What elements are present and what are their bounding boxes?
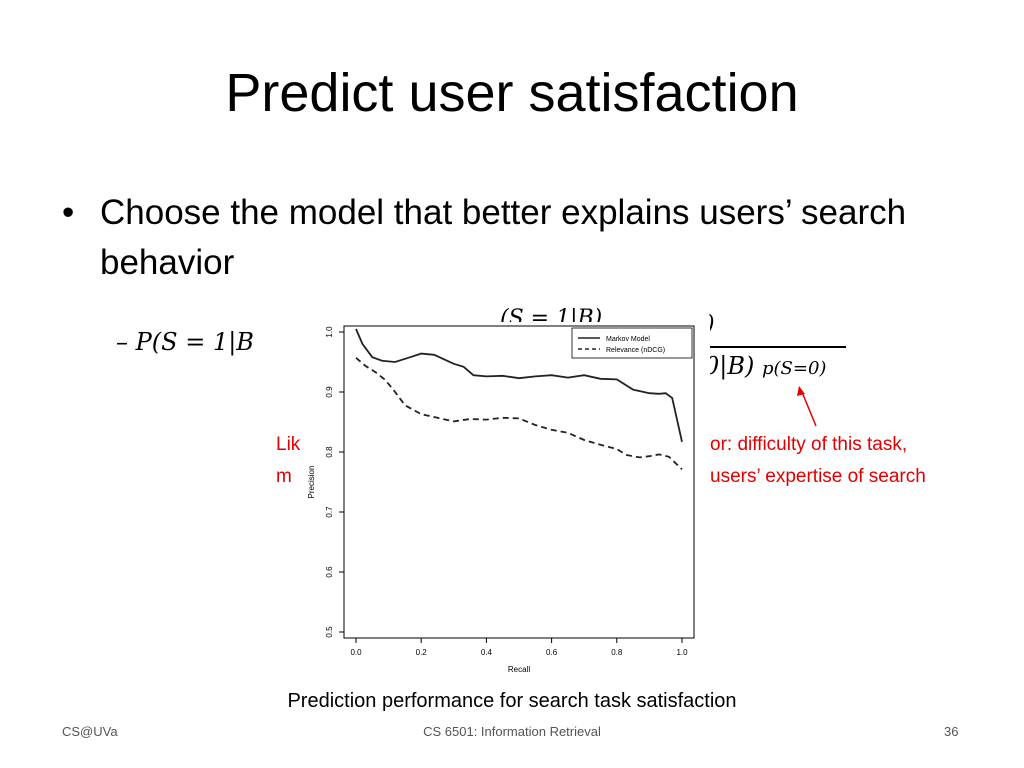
figure-caption: Prediction performance for search task s…	[287, 690, 737, 712]
y-tick-label: 0.6	[325, 566, 334, 578]
annotation-line1-right: or: difficulty of this task,	[710, 434, 908, 455]
footer-left: CS@UVa	[62, 724, 118, 739]
formula-left: – P(S = 1|B	[116, 328, 254, 356]
bullet-dot-icon: •	[62, 193, 75, 232]
footer-right: 36	[944, 724, 959, 739]
y-tick-label: 0.7	[325, 506, 334, 518]
series-line-relevance-ndcg	[355, 357, 683, 471]
annotation-arrow	[797, 386, 817, 427]
x-tick-label: 1.0	[676, 648, 688, 657]
footer-center: CS 6501: Information Retrieval	[423, 724, 601, 739]
y-tick-label: 0.9	[325, 386, 334, 398]
x-tick-label: 0.8	[611, 648, 623, 657]
x-tick-label: 0.0	[350, 648, 362, 657]
legend-box	[571, 327, 693, 359]
x-tick-label: 0.2	[416, 648, 428, 657]
x-axis-label: Recall	[508, 665, 530, 674]
slide-title: Predict user satisfaction	[225, 63, 799, 123]
legend-label: Relevance (nDCG)	[606, 347, 665, 354]
plot-frame	[343, 325, 695, 639]
legend-label: Markov Model	[606, 336, 650, 343]
y-axis-label: Precision	[307, 466, 316, 499]
formula-top-tail: )	[706, 312, 715, 337]
chart-container: 0.0 0.2 0.4 0.6 0.8 1.0 0.5 0.6 0.7 0.8 0.9 1.0 Reca…	[302, 322, 710, 684]
formula-denominator: 0|B)	[704, 352, 755, 380]
y-tick-label: 1.0	[325, 326, 334, 338]
annotation-line2-right: users’ expertise of search	[710, 466, 926, 487]
x-tick-label: 0.4	[481, 648, 493, 657]
series-line-markov-model	[355, 328, 683, 442]
formula-fraction-bar	[640, 346, 846, 348]
y-tick-label: 0.8	[325, 446, 334, 458]
bullet-text: Choose the model that better explains us…	[100, 193, 907, 282]
y-tick-label: 0.5	[325, 626, 334, 638]
precision-recall-chart: 0.0 0.2 0.4 0.6 0.8 1.0 0.5 0.6 0.7 0.8 0.9 1.0 Reca…	[307, 325, 695, 674]
formula-subscript: p(S=0)	[762, 358, 827, 379]
x-tick-label: 0.6	[546, 648, 558, 657]
annotation-line2-left: m	[276, 466, 292, 487]
annotation-line1-left: Lik	[276, 434, 301, 455]
